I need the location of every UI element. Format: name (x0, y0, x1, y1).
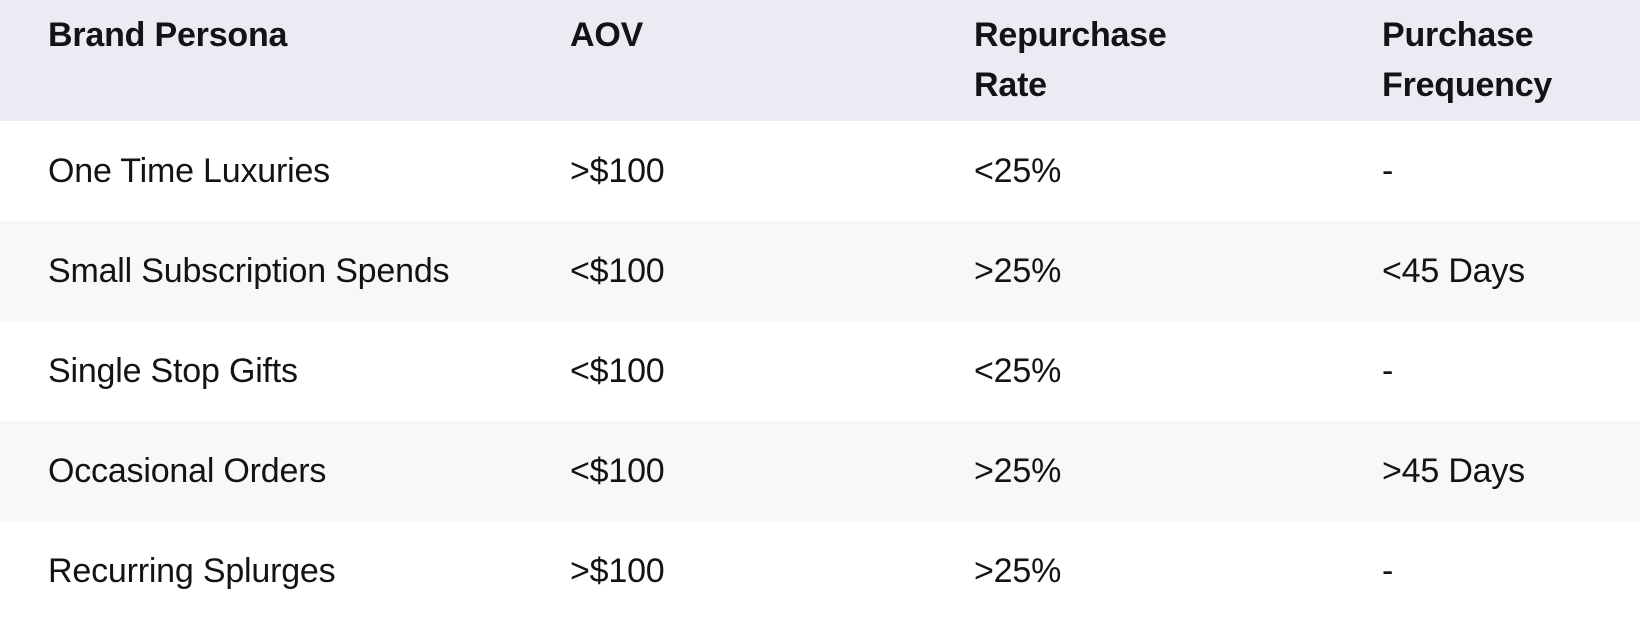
header-purchase-frequency: Purchase Frequency (1382, 16, 1553, 104)
cell-persona: Occasional Orders (48, 451, 327, 490)
cell-persona: Recurring Splurges (48, 551, 336, 590)
header-repurchase-rate: Repurchase Rate (974, 16, 1167, 104)
table-row: Occasional Orders <$100 >25% >45 Days (0, 421, 1640, 521)
cell-persona: One Time Luxuries (48, 151, 330, 190)
table-row: One Time Luxuries >$100 <25% - (0, 121, 1640, 221)
table-row: Small Subscription Spends <$100 >25% <45… (0, 221, 1640, 321)
cell-aov: <$100 (570, 251, 665, 290)
cell-repurchase-rate: >25% (974, 451, 1062, 490)
cell-purchase-frequency: - (1382, 351, 1394, 390)
cell-aov: >$100 (570, 551, 665, 590)
table-header-row: Brand Persona AOV Repurchase Rate Purcha… (0, 0, 1640, 121)
cell-repurchase-rate: <25% (974, 351, 1062, 390)
cell-persona: Single Stop Gifts (48, 351, 298, 390)
cell-purchase-frequency: >45 Days (1382, 451, 1525, 490)
cell-repurchase-rate: >25% (974, 251, 1062, 290)
cell-purchase-frequency: - (1382, 151, 1394, 190)
cell-repurchase-rate: <25% (974, 151, 1062, 190)
header-aov: AOV (570, 16, 644, 54)
cell-aov: <$100 (570, 451, 665, 490)
table-row: Single Stop Gifts <$100 <25% - (0, 321, 1640, 421)
cell-purchase-frequency: - (1382, 551, 1394, 590)
cell-persona: Small Subscription Spends (48, 251, 450, 290)
cell-purchase-frequency: <45 Days (1382, 251, 1525, 290)
cell-aov: <$100 (570, 351, 665, 390)
table-row: Recurring Splurges >$100 >25% - (0, 521, 1640, 621)
cell-aov: >$100 (570, 151, 665, 190)
header-brand-persona: Brand Persona (48, 16, 288, 54)
cell-repurchase-rate: >25% (974, 551, 1062, 590)
